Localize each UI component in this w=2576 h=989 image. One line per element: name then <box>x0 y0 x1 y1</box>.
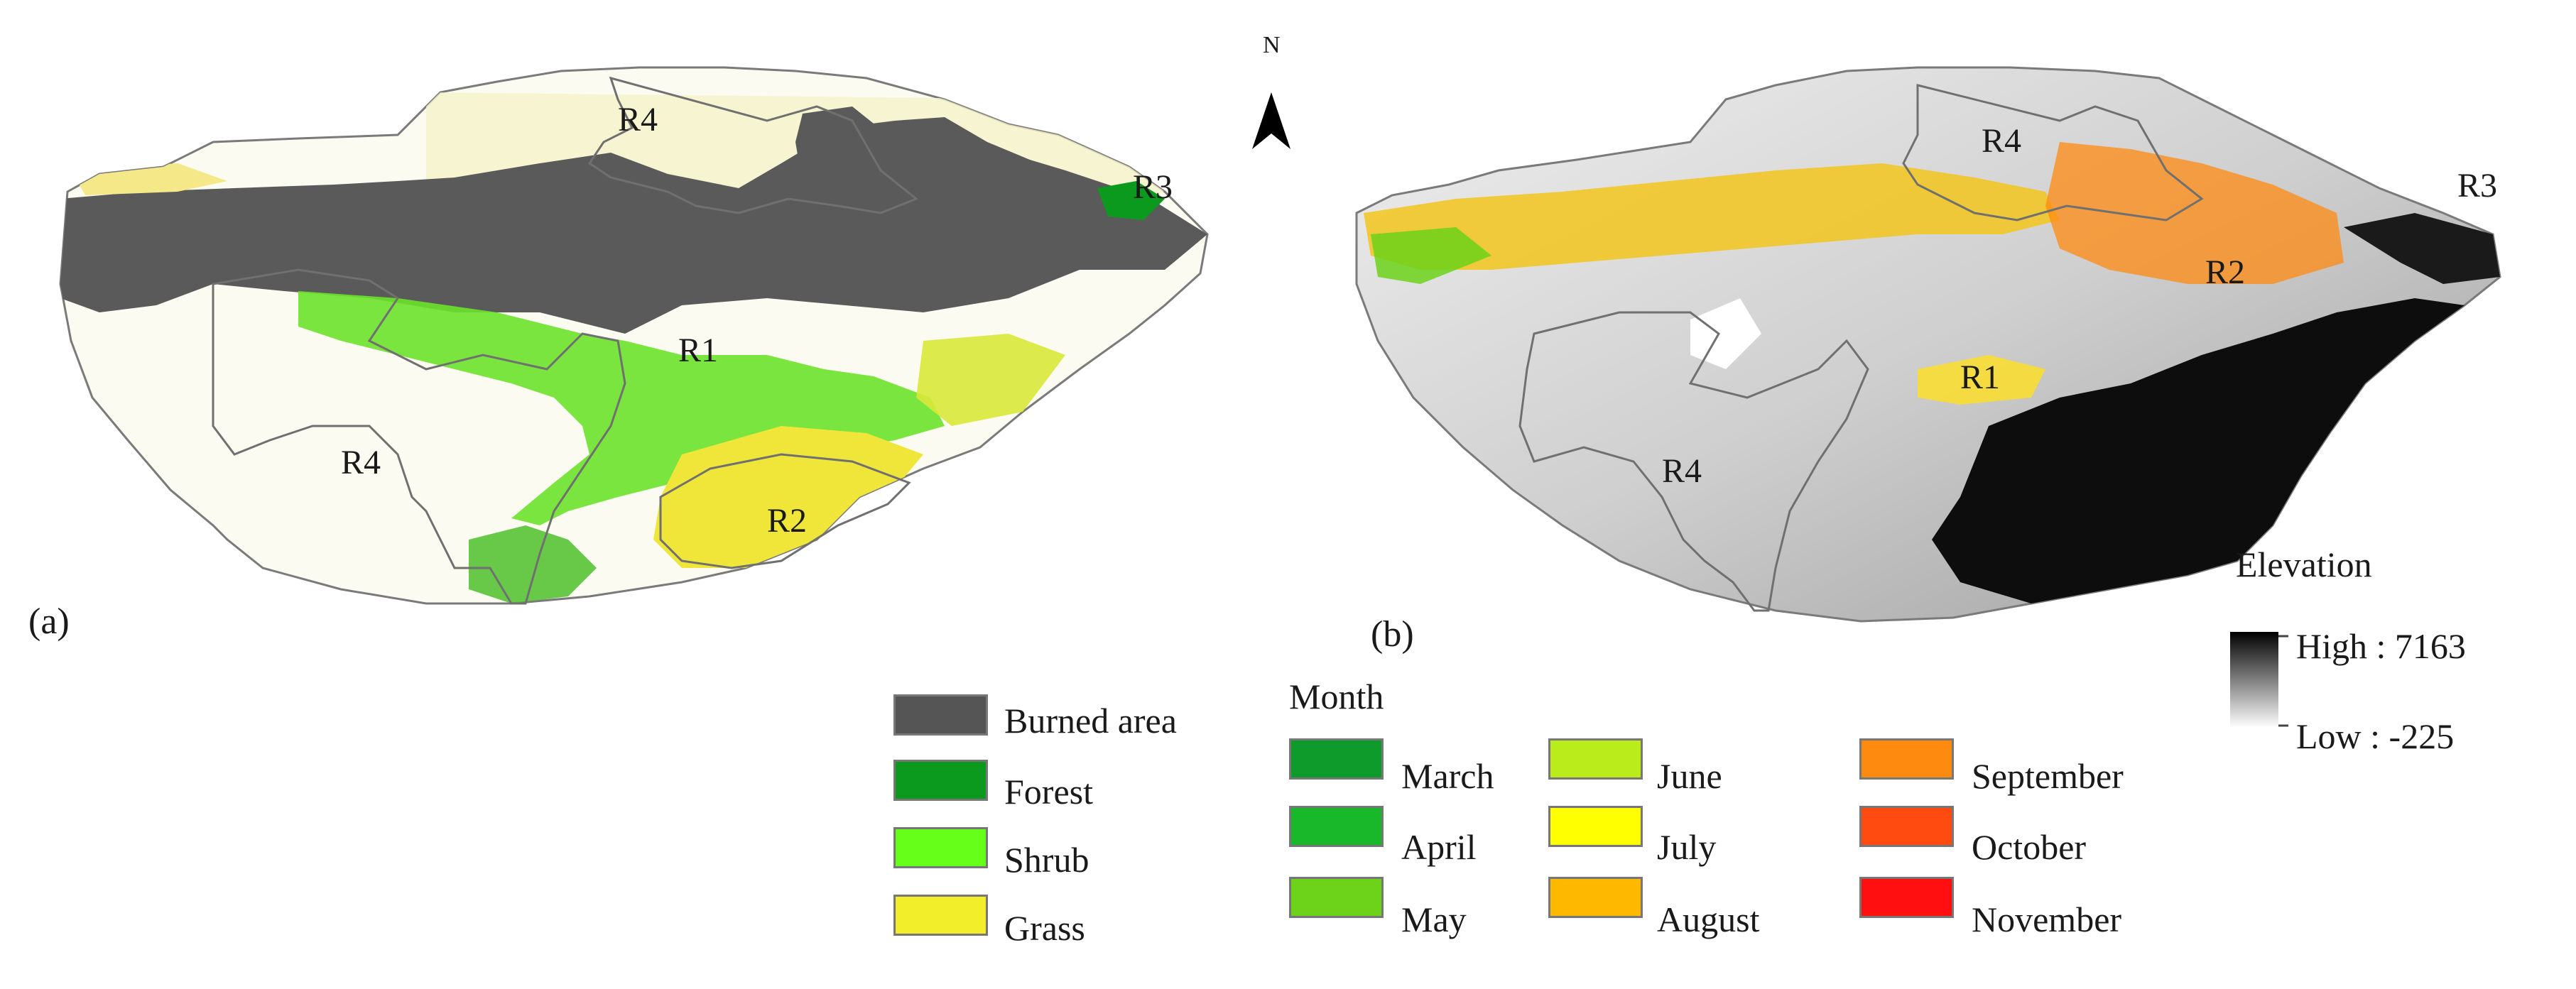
panel-a-region-label-r3: R3 <box>1133 168 1173 206</box>
legend-label-september: September <box>1972 756 2124 796</box>
legend-label-june: June <box>1657 756 1722 796</box>
panel-a-region-label-r4-north: R4 <box>618 101 658 138</box>
legend-label-march: March <box>1401 756 1494 796</box>
legend-swatch-grass <box>893 895 988 936</box>
legend-label-october: October <box>1972 827 2087 867</box>
panel-a-region-boundary-r4-north <box>587 76 918 214</box>
legend-elevation-title: Elevation <box>2236 545 2372 584</box>
legend-label-forest: Forest <box>1004 772 1093 812</box>
panel-b-region-boundary-r4-north <box>1902 84 2204 222</box>
panel-a-burned-area-northeast <box>795 106 888 213</box>
legend-label-august: August <box>1657 900 1760 939</box>
panel-a-label: (a) <box>28 601 70 642</box>
panel-a-region-label-r4-west: R4 <box>341 444 381 481</box>
panel-a-burned-area-belt <box>60 117 1207 334</box>
panel-b-region-label-r4-west: R4 <box>1662 452 1702 490</box>
legend-label-shrub: Shrub <box>1004 840 1089 880</box>
panel-a-shrub-area <box>298 291 945 525</box>
panel-a-forest-patch <box>1097 181 1165 220</box>
legend-label-july: July <box>1657 827 1717 867</box>
panel-a-region-boundary-r2 <box>659 453 911 569</box>
legend-elevation-low: Low : -225 <box>2296 716 2455 756</box>
panel-b-map <box>1355 66 2501 623</box>
panel-b-fire-patch-green <box>1371 227 1491 284</box>
panel-b-fire-patch-south <box>1918 355 2045 405</box>
legend-swatch-forest <box>893 760 988 801</box>
legend-label-april: April <box>1401 827 1477 867</box>
legend-swatch-november <box>1859 877 1954 918</box>
legend-elevation-high: High : 7163 <box>2296 626 2466 666</box>
legend-swatch-october <box>1859 806 1954 847</box>
legend-swatch-august <box>1548 877 1643 918</box>
panel-a-region-label-r1: R1 <box>678 332 719 369</box>
legend-swatch-september <box>1859 738 1954 780</box>
north-arrow-icon <box>1252 92 1290 149</box>
legend-label-grass: Grass <box>1004 908 1085 948</box>
panel-a-region-label-r2: R2 <box>767 502 808 540</box>
panel-b-region-boundary-r4-west <box>1518 311 1869 612</box>
panel-b-fire-belt-west <box>1364 163 2060 270</box>
panel-b-high-elevation-east <box>2344 213 2500 284</box>
legend-label-november: November <box>1972 900 2122 939</box>
legend-swatch-july <box>1548 806 1643 847</box>
legend-swatch-burned-area <box>893 694 988 736</box>
panel-b-region-label-r2: R2 <box>2205 253 2246 291</box>
panel-a-grass-patch-east <box>916 334 1065 426</box>
panel-a-grass-southeast <box>653 426 923 568</box>
legend-swatch-june <box>1548 738 1643 780</box>
legend-swatch-may <box>1289 877 1384 918</box>
legend-month-title: Month <box>1289 677 1384 716</box>
north-arrow-letter: N <box>1263 32 1281 58</box>
legend-swatch-april <box>1289 806 1384 847</box>
panel-b-region-label-r3: R3 <box>2457 167 2498 204</box>
legend-label-burned-area: Burned area <box>1004 701 1177 741</box>
panel-b-fire-belt-east <box>2045 142 2344 284</box>
legend-swatch-shrub <box>893 827 988 868</box>
panel-b-label: (b) <box>1371 614 1414 655</box>
legend-label-may: May <box>1401 900 1467 939</box>
panel-a-region-boundary-r4-west <box>212 268 626 605</box>
panel-a-map <box>59 66 1209 605</box>
panel-b-region-label-r4-north: R4 <box>1982 122 2022 160</box>
panel-b-region-label-r1: R1 <box>1960 359 2001 396</box>
elevation-gradient-swatch <box>2230 632 2278 728</box>
legend-swatch-march <box>1289 738 1384 780</box>
panel-b-high-elevation-mountains <box>1932 298 2464 603</box>
